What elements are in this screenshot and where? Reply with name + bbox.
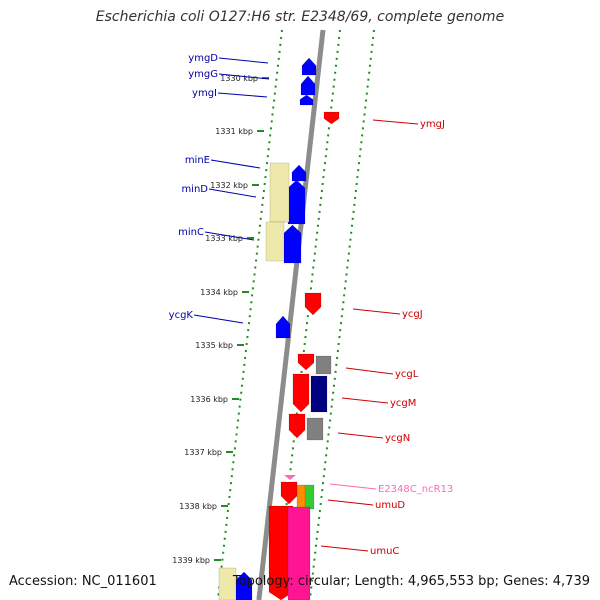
leader-line bbox=[341, 397, 389, 404]
leader-line bbox=[327, 499, 374, 506]
leader-line bbox=[210, 159, 261, 169]
tick-label: 1339 kbp bbox=[172, 556, 210, 565]
gene-umuC bbox=[268, 505, 294, 600]
gene-label-ycgM: ycgM bbox=[390, 398, 416, 409]
gene-minD bbox=[287, 179, 306, 225]
gene-ycgL bbox=[297, 353, 315, 371]
leader-line bbox=[320, 545, 369, 552]
leader-line bbox=[217, 92, 268, 98]
cds-minD bbox=[269, 162, 290, 223]
gene-label-ymgD: ymgD bbox=[188, 53, 218, 64]
cds-ycgN bbox=[306, 417, 324, 441]
gene-umuD bbox=[280, 481, 298, 505]
genome-axis bbox=[256, 29, 326, 600]
leader-line bbox=[337, 432, 384, 439]
genome-title: Escherichia coli O127:H6 str. E2348/69, … bbox=[95, 9, 505, 25]
leader-line bbox=[345, 367, 394, 375]
tick-label: 1336 kbp bbox=[190, 395, 228, 404]
cds-umuD-b bbox=[304, 484, 315, 510]
gene-ycgJ bbox=[304, 292, 322, 316]
cds-ycgM bbox=[310, 375, 328, 413]
cds-umuC bbox=[287, 506, 311, 600]
tick-label: 1338 kbp bbox=[179, 502, 217, 511]
leader-line bbox=[372, 119, 419, 125]
gene-label-ymgI: ymgI bbox=[192, 88, 217, 99]
gene-ymgI bbox=[299, 94, 314, 106]
tick-label: 1333 kbp bbox=[205, 234, 243, 243]
accession-text: Accession: NC_011601 bbox=[9, 574, 157, 589]
gene-ycgM bbox=[292, 373, 310, 413]
track-boundary-2 bbox=[274, 29, 341, 600]
cds-umuD-a bbox=[296, 484, 307, 510]
gene-label-ycgN: ycgN bbox=[385, 433, 410, 444]
leader-line bbox=[193, 314, 244, 324]
tick-label: 1337 kbp bbox=[184, 448, 222, 457]
gene-label-minD: minD bbox=[181, 184, 208, 195]
gene-minC bbox=[283, 224, 302, 264]
gene-label-E2348C_ncR13: E2348C_ncR13 bbox=[378, 484, 453, 495]
gene-ymgG bbox=[300, 75, 316, 96]
gene-label-ymgG: ymgG bbox=[188, 69, 218, 80]
genome-summary-text: Topology: circular; Length: 4,965,553 bp… bbox=[232, 574, 590, 589]
tick-label: 1334 kbp bbox=[200, 288, 238, 297]
track-boundary-3 bbox=[308, 29, 375, 600]
gene-label-ycgJ: ycgJ bbox=[402, 309, 423, 320]
leader-line bbox=[208, 188, 257, 198]
leader-line bbox=[218, 73, 270, 80]
gene-ymgD bbox=[301, 57, 317, 76]
gene-label-ycgL: ycgL bbox=[395, 369, 419, 380]
leader-line bbox=[204, 231, 255, 241]
gene-ymgJ bbox=[323, 111, 340, 125]
tick-label: 1332 kbp bbox=[210, 181, 248, 190]
leader-line bbox=[329, 483, 377, 490]
gene-label-minE: minE bbox=[185, 155, 210, 166]
tick-label: 1330 kbp bbox=[220, 74, 258, 83]
ncrna-E2348C_ncR13 bbox=[284, 475, 296, 480]
gene-label-minC: minC bbox=[178, 227, 204, 238]
tick-label: 1331 kbp bbox=[215, 127, 253, 136]
gene-label-ymgJ: ymgJ bbox=[420, 119, 445, 130]
gene-label-umuC: umuC bbox=[370, 546, 399, 557]
cds-ycgL bbox=[315, 355, 332, 375]
gene-ycgK bbox=[275, 315, 291, 339]
gene-label-ycgK: ycgK bbox=[169, 310, 194, 321]
cds-minC bbox=[265, 221, 285, 262]
cds-partial-bottom bbox=[218, 567, 237, 600]
gene-minE bbox=[291, 164, 307, 182]
gene-label-umuD: umuD bbox=[375, 500, 405, 511]
track-boundary-1 bbox=[216, 29, 283, 600]
gene-ycgN bbox=[288, 413, 306, 439]
tick-label: 1335 kbp bbox=[195, 341, 233, 350]
leader-line bbox=[218, 57, 269, 64]
leader-line bbox=[352, 308, 401, 315]
